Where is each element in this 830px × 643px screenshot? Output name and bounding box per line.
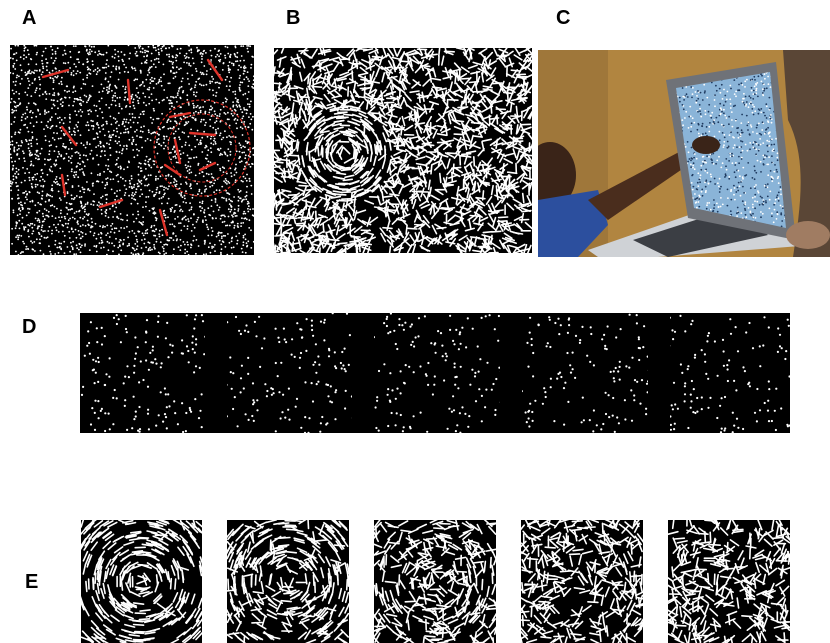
child-shirt (538, 190, 608, 257)
panel-a-canvas (10, 45, 254, 255)
panel-b-canvas (274, 48, 532, 253)
laptop-screen (676, 72, 786, 228)
panel-d-canvas (80, 313, 790, 433)
panel-e-stimulus-1 (81, 520, 202, 643)
panel-d-dot-frames (80, 313, 790, 433)
adult-figure (783, 50, 830, 257)
panel-e-stimulus-5 (668, 520, 790, 643)
label-a: A (22, 7, 37, 29)
panel-c-scene (538, 50, 830, 257)
panel-e-stimulus-4 (521, 520, 643, 643)
label-b: B (286, 7, 301, 29)
child-head (538, 142, 576, 208)
panel-a-dot-field (10, 45, 254, 255)
child-hand (692, 136, 720, 154)
label-c: C (556, 7, 571, 29)
label-e: E (25, 571, 39, 593)
label-d: D (22, 316, 37, 338)
panel-b-line-field (274, 48, 532, 253)
panel-c-photo (538, 50, 830, 257)
panel-e-stimulus-3 (374, 520, 496, 643)
panel-e-stimulus-2 (227, 520, 349, 643)
